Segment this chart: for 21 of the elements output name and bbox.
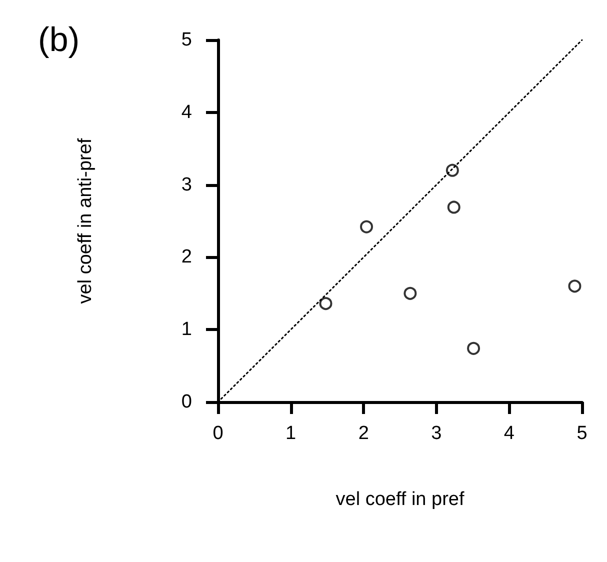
x-tick-label: 0 <box>212 423 224 444</box>
point <box>404 286 417 300</box>
point <box>319 297 332 310</box>
y-tick-label: 1 <box>181 319 192 340</box>
y-tick-label: 4 <box>181 102 192 123</box>
y-tick-label: 3 <box>181 174 192 196</box>
y-tick-label: 2 <box>181 246 192 268</box>
y-axis-title: vel coeff in anti-pref <box>75 138 96 304</box>
x-tick-label: 2 <box>358 423 369 444</box>
point <box>360 220 374 234</box>
point <box>568 280 582 293</box>
y-tick-label: 0 <box>181 392 192 412</box>
chart-title: (b) <box>38 21 80 59</box>
x-axis-title: vel coeff in pref <box>336 489 465 510</box>
x-tick-label: 1 <box>286 423 296 444</box>
point <box>447 200 460 214</box>
x-tick-label: 5 <box>576 423 588 444</box>
x-tick-label: 3 <box>431 423 442 444</box>
y-tick-label: 5 <box>181 30 192 50</box>
x-tick-label: 4 <box>504 423 515 444</box>
point <box>467 342 480 355</box>
